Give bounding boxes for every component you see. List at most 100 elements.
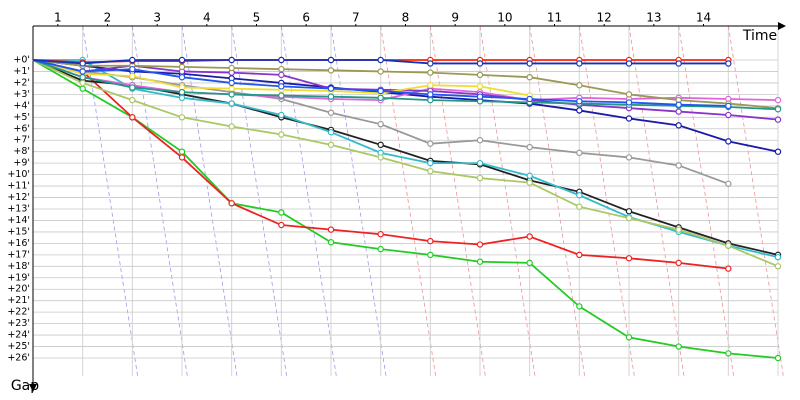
data-point [377,141,384,149]
y-tick-label: +8' [13,146,30,157]
data-point [129,84,136,91]
data-point [427,237,434,245]
data-point [377,68,384,75]
y-tick-label: +24' [7,330,30,341]
data-point [278,111,285,119]
y-tick-label: +14' [7,215,30,226]
data-point [278,131,285,138]
data-point [228,200,235,207]
y-axis-title: Gap [11,378,39,394]
data-point [675,101,682,108]
x-tick-label: 11 [547,11,562,25]
data-point [228,79,235,87]
x-tick-label: 13 [646,11,661,25]
data-point [774,263,782,270]
y-tick-label: +23' [7,318,30,329]
x-tick-label: 7 [352,11,360,25]
data-point [725,242,732,249]
data-point [79,60,86,67]
y-tick-label: +26' [7,353,30,364]
time-shift-line [131,25,188,377]
y-tick-label: +0' [13,55,30,66]
data-point [178,148,186,155]
data-point [178,73,186,81]
time-shift-line [529,25,586,377]
data-point [427,140,434,147]
y-tick-label: +17' [7,249,30,260]
data-point [675,259,682,267]
data-point [576,149,583,157]
data-point [79,68,86,75]
data-point [178,94,186,102]
data-point [675,343,682,350]
time-shift-line [330,25,387,377]
data-point [327,109,335,116]
data-point [476,60,484,67]
data-point [526,95,533,103]
data-point [774,253,782,261]
data-point [278,56,285,64]
x-tick-label: 3 [153,11,161,25]
data-point [725,138,732,145]
data-point [576,203,583,210]
data-point [178,154,186,161]
data-point [774,116,782,123]
data-point [675,60,682,67]
time-shift-line [380,25,437,377]
data-point [576,82,583,89]
data-point [79,79,86,87]
data-point [725,60,732,67]
series-line [32,59,779,111]
time-shift-line [578,25,635,377]
data-point [625,214,633,222]
data-point [129,96,136,104]
y-tick-label: +13' [7,204,30,215]
data-point [228,64,235,72]
y-tick-label: +10' [7,169,30,180]
x-tick-label: 9 [451,11,459,25]
data-point [327,85,335,92]
data-point [228,91,235,98]
data-point [377,94,384,102]
data-point [675,122,682,129]
data-point [178,114,186,121]
y-tick-label: +11' [7,181,30,192]
data-point [427,60,434,67]
data-point [427,159,434,167]
data-point [427,167,434,175]
data-point [129,56,136,64]
y-tick-label: +20' [7,284,30,295]
data-point [327,226,335,233]
data-point [725,102,732,110]
y-tick-label: +1' [13,66,30,77]
x-axis-title: Time [742,28,777,44]
y-tick-label: +19' [7,272,30,283]
data-point [675,162,682,169]
y-tick-label: +25' [7,341,30,352]
x-tick-label: 8 [402,11,410,25]
x-tick-label: 10 [497,11,512,25]
y-tick-label: +3' [13,89,30,100]
data-point [526,179,533,186]
data-point [625,99,633,106]
series-line [32,59,779,268]
y-tick-label: +5' [13,112,30,123]
data-point [476,93,484,100]
data-point [476,258,484,265]
y-tick-label: +6' [13,123,30,134]
data-point [576,60,583,67]
data-point [476,83,484,90]
data-point [625,334,633,341]
data-point [327,93,335,100]
data-point [725,180,732,187]
data-point [774,96,782,104]
x-tick-label: 1 [54,11,62,25]
data-point [774,106,782,113]
data-point [625,60,633,67]
y-tick-label: +18' [7,261,30,272]
x-tick-label: 5 [253,11,261,25]
time-shift-line [82,25,139,377]
data-point [774,354,782,362]
